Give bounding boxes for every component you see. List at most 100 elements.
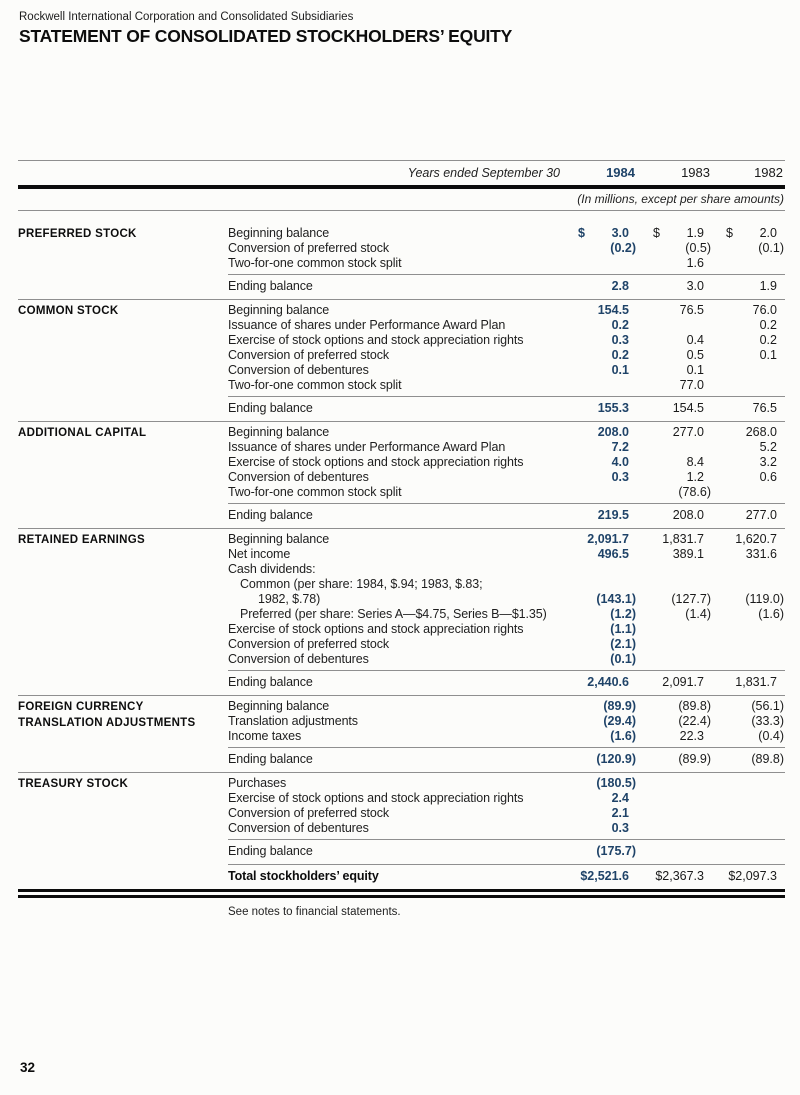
ending-balance-row: Ending balance (120.9) (89.9) (89.8) — [228, 747, 785, 772]
table-row: Beginning balance $3.0 $1.9 $2.0 — [228, 226, 785, 241]
table-row: Conversion of preferred stock 2.1 — [228, 806, 785, 821]
section-rows: Beginning balance $3.0 $1.9 $2.0 Conversion … — [228, 226, 785, 299]
table-row: Two-for-one common stock split 77.0 — [228, 378, 785, 393]
table-row: Exercise of stock options and stock appr… — [228, 455, 785, 470]
row-label: Exercise of stock options and stock appr… — [228, 622, 524, 636]
value-1984: 2.8 — [611, 279, 629, 293]
value-1982 — [712, 637, 785, 652]
value-1983: 0.5 — [686, 348, 704, 362]
value-1984: 0.1 — [611, 363, 629, 377]
value-1983: 77.0 — [679, 378, 704, 392]
value-1982: (119.0) — [745, 592, 784, 606]
table-row: Cash dividends: — [228, 562, 785, 577]
table-row: Conversion of debentures 0.1 0.1 — [228, 363, 785, 378]
ending-balance-row: Ending balance 2.8 3.0 1.9 — [228, 274, 785, 299]
value-1982: $2.0 — [726, 226, 777, 240]
value-1984: (1.1) — [610, 622, 636, 636]
value-1983: 1.6 — [686, 256, 704, 270]
value-1982: (33.3) — [751, 714, 784, 728]
section-preferred-stock: PREFERRED STOCK Beginning balance $3.0 $1.9… — [18, 211, 785, 300]
row-label: Conversion of preferred stock — [228, 637, 390, 651]
page-number: 32 — [20, 1060, 36, 1075]
row-label: Ending balance — [228, 401, 313, 415]
row-label: Beginning balance — [228, 226, 330, 240]
years-header-row: Years ended September 30 1984 1983 1982 — [18, 161, 785, 185]
row-label: Beginning balance — [228, 532, 330, 546]
value-1982 — [712, 622, 785, 637]
years-ended-label: Years ended September 30 — [407, 166, 560, 180]
section-label: RETAINED EARNINGS — [18, 534, 145, 546]
table-row: Conversion of preferred stock (2.1) — [228, 637, 785, 652]
row-label: Common (per share: 1984, $.94; 1983, $.8… — [240, 577, 483, 591]
value-1982 — [712, 844, 785, 859]
value-1982: 76.5 — [752, 401, 777, 415]
value-1983: (0.5) — [685, 241, 711, 255]
section-label: COMMON STOCK — [18, 305, 119, 317]
value-1982 — [712, 256, 785, 271]
document-header: Rockwell International Corporation and C… — [0, 0, 800, 46]
value-1984: 208.0 — [597, 425, 629, 439]
dollar-sign: $ — [578, 226, 585, 240]
value-1984: 0.3 — [611, 470, 629, 484]
row-label: Beginning balance — [228, 699, 330, 713]
value-1983: (127.7) — [671, 592, 711, 606]
value-1984: (0.1) — [610, 652, 636, 666]
value-1983 — [637, 440, 712, 455]
value-1983 — [637, 577, 712, 592]
value-1982: $2,097.3 — [728, 869, 777, 883]
value-1984: (0.2) — [610, 241, 636, 255]
value-1984: 7.2 — [611, 440, 629, 454]
value-1983: 1,831.7 — [662, 532, 704, 546]
value-1983: 208.0 — [672, 508, 704, 522]
row-label: Net income — [228, 547, 291, 561]
value-1982 — [712, 806, 785, 821]
page-title: STATEMENT OF CONSOLIDATED STOCKHOLDERS’ … — [19, 26, 513, 46]
value-1982 — [712, 821, 785, 836]
value-1982 — [712, 652, 785, 667]
value-1982 — [712, 791, 785, 806]
table-row: Two-for-one common stock split (78.6) — [228, 485, 785, 500]
value-1983: 0.1 — [686, 363, 704, 377]
row-label: Two-for-one common stock split — [228, 256, 402, 270]
value-1983 — [637, 652, 712, 667]
table-row: Preferred (per share: Series A—$4.75, Se… — [228, 607, 785, 622]
value-1984: (1.6) — [610, 729, 636, 743]
table-row: Income taxes (1.6) 22.3 (0.4) — [228, 729, 785, 744]
value-1982: 76.0 — [752, 303, 777, 317]
value-1984 — [564, 378, 637, 393]
value-1982: (0.4) — [758, 729, 784, 743]
ending-balance-row: Ending balance 2,440.6 2,091.7 1,831.7 — [228, 670, 785, 695]
value-1982: (56.1) — [751, 699, 784, 713]
dollar-sign: $ — [653, 226, 660, 240]
value-1984: (2.1) — [610, 637, 636, 651]
row-label: Exercise of stock options and stock appr… — [228, 455, 524, 469]
table-row: Net income 496.5 389.1 331.6 — [228, 547, 785, 562]
section-treasury-stock: TREASURY STOCK Purchases (180.5) Exercise o… — [18, 773, 785, 889]
value-1982: 1,620.7 — [735, 532, 777, 546]
table-row: Beginning balance 154.5 76.5 76.0 — [228, 303, 785, 318]
table-row: Conversion of debentures (0.1) — [228, 652, 785, 667]
value-1984: 2,091.7 — [587, 532, 629, 546]
value-1982: 1.9 — [759, 279, 777, 293]
value-1982: 1,831.7 — [735, 675, 777, 689]
value-1983 — [637, 318, 712, 333]
value-1982: 331.6 — [745, 547, 777, 561]
value-1983: 2,091.7 — [662, 675, 704, 689]
row-label: Issuance of shares under Performance Awa… — [228, 440, 506, 454]
value-1984: 0.2 — [611, 348, 629, 362]
value-1982 — [712, 363, 785, 378]
value-1982: (0.1) — [758, 241, 784, 255]
value-1982 — [712, 776, 785, 791]
value-1984: (1.2) — [610, 607, 636, 621]
value-1983 — [637, 821, 712, 836]
section-label: TREASURY STOCK — [18, 778, 129, 790]
table-row: Beginning balance (89.9) (89.8) (56.1) — [228, 699, 785, 714]
table-row: Conversion of debentures 0.3 — [228, 821, 785, 836]
ending-balance-row: Ending balance (175.7) — [228, 839, 785, 864]
value-1984: 4.0 — [611, 455, 629, 469]
row-label: Ending balance — [228, 508, 313, 522]
section-common-stock: COMMON STOCK Beginning balance 154.5 76.5 76… — [18, 300, 785, 422]
column-header-1983: 1983 — [681, 165, 710, 180]
value-1984: $2,521.6 — [580, 869, 629, 883]
value-1984: (29.4) — [603, 714, 636, 728]
